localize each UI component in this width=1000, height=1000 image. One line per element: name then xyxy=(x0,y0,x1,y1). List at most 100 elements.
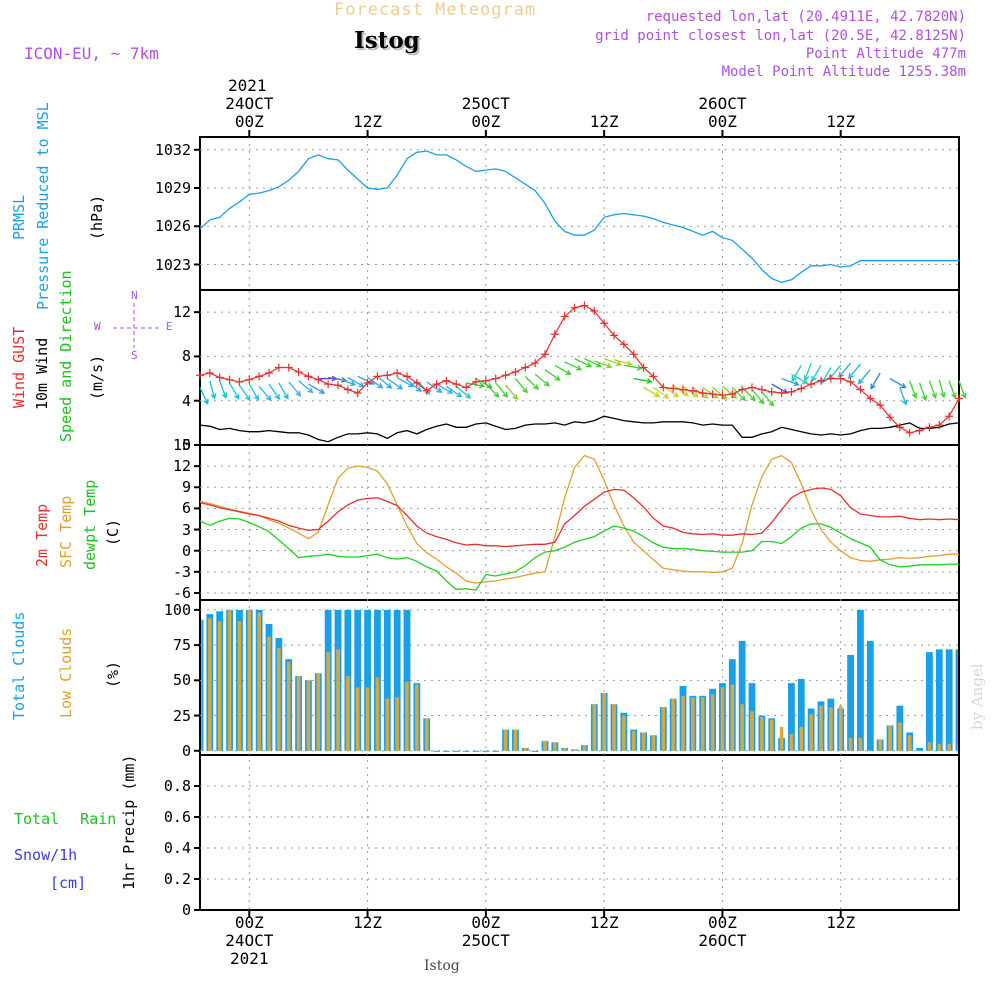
temp-label-2m: 2m Temp xyxy=(33,503,51,567)
gust-marker xyxy=(817,376,825,385)
gust-marker xyxy=(836,374,845,383)
gust-marker xyxy=(334,381,342,390)
y-tick-label: 1029 xyxy=(154,179,191,197)
low-cloud-bar xyxy=(247,609,252,751)
low-cloud-bar xyxy=(306,680,311,751)
wind-barb xyxy=(918,382,927,401)
low-cloud-bar xyxy=(829,707,833,751)
wind-barb-head xyxy=(654,391,661,398)
gust-marker xyxy=(679,385,687,394)
top-time-label: 12Z xyxy=(589,112,619,131)
wind-barb-head xyxy=(203,398,209,405)
top-time-label: 26OCT xyxy=(698,94,747,113)
low-cloud-bar xyxy=(286,662,291,751)
wind-barb xyxy=(633,377,652,383)
wind-barb-head xyxy=(244,394,251,402)
precip-label-rain: Total Rain xyxy=(14,810,117,828)
gust-marker xyxy=(196,371,204,380)
wind-barb xyxy=(948,380,956,398)
low-cloud-bar xyxy=(760,716,764,751)
wind-barb xyxy=(347,376,364,388)
low-cloud-bar xyxy=(888,725,892,751)
wind-barb-head xyxy=(740,395,746,402)
wind-barb xyxy=(858,369,871,384)
wind-barb xyxy=(386,378,403,390)
y-tick-label: 1032 xyxy=(154,140,191,159)
low-cloud-bar xyxy=(395,697,399,751)
gust-marker xyxy=(619,340,628,349)
wind-barb xyxy=(377,375,392,389)
wind-barb-head xyxy=(319,388,326,394)
low-cloud-bar xyxy=(612,704,616,751)
wind-barb-head xyxy=(340,376,348,383)
wind-barb xyxy=(899,387,907,405)
gust-marker xyxy=(915,426,924,435)
y-tick-label: 15 xyxy=(172,436,191,454)
wind-barb xyxy=(337,377,356,386)
wind-barb-head xyxy=(377,383,384,389)
total-cloud-bar xyxy=(847,654,854,751)
gust-marker xyxy=(935,421,944,430)
bottom-time-label: 24OCT xyxy=(225,931,274,950)
wind-barb xyxy=(761,391,774,407)
panel-frame-temp xyxy=(199,444,960,601)
low-cloud-bar xyxy=(947,743,951,751)
bottom-time-label: 00Z xyxy=(234,913,264,932)
wind-barb-head xyxy=(221,392,228,399)
bottom-time-label: 2021 xyxy=(230,949,269,968)
wind-barb xyxy=(258,385,272,401)
low-cloud-bar xyxy=(779,726,784,751)
wind-barb-head xyxy=(415,386,422,393)
wind-barb xyxy=(406,379,422,392)
gust-marker xyxy=(807,380,816,389)
wind-barb xyxy=(613,359,632,366)
wind-barb xyxy=(958,380,966,398)
low-cloud-bar xyxy=(405,681,409,751)
wind-barb-head xyxy=(901,399,908,406)
gust-marker xyxy=(708,390,717,399)
bottom-time-label: 12Z xyxy=(826,913,856,932)
pressure-label-prmsl: PRMSL xyxy=(10,194,28,240)
low-cloud-bar xyxy=(769,719,774,751)
total-cloud-bar xyxy=(866,640,874,751)
panel-frame-precip xyxy=(199,754,960,911)
gust-marker xyxy=(590,307,599,316)
wind-barb-head xyxy=(749,395,756,402)
y-tick-label: 0 xyxy=(181,901,191,919)
wind-barb-head xyxy=(465,392,472,399)
wind-barb-head xyxy=(447,388,454,394)
wind-barb-head xyxy=(626,360,633,367)
wind-barb xyxy=(838,362,852,378)
wind-barb-head xyxy=(233,393,240,400)
footer-station: Istog xyxy=(424,958,460,974)
temp-label-sfc: SFC Temp xyxy=(57,495,75,568)
gust-marker xyxy=(945,412,954,421)
low-cloud-bar xyxy=(513,729,518,751)
compass-s: S xyxy=(131,349,138,362)
compass-e: E xyxy=(166,320,173,333)
wind-barb-head xyxy=(646,378,653,384)
credit-watermark: by Angel xyxy=(968,663,986,730)
wind-barb xyxy=(938,379,945,398)
wind-barb xyxy=(653,386,669,399)
wind-barb-head xyxy=(533,384,539,391)
gust-marker xyxy=(797,384,806,393)
wind-barb xyxy=(298,380,313,393)
gust-marker xyxy=(403,372,411,381)
bottom-time-label: 12Z xyxy=(353,913,383,932)
wind-barb-head xyxy=(274,393,281,400)
pressure-unit: (hPa) xyxy=(88,194,106,240)
wind-barb-head xyxy=(931,392,937,399)
wind-barb-head xyxy=(960,392,967,399)
total-cloud-bar xyxy=(797,678,805,751)
wind-barb-head xyxy=(456,391,463,398)
wind-barb xyxy=(574,358,592,367)
gust-marker xyxy=(265,369,273,378)
wind-barb-head xyxy=(663,392,670,399)
wind-barb xyxy=(396,376,414,388)
gust-marker xyxy=(412,379,421,387)
wind-barb xyxy=(672,384,689,397)
gust-marker xyxy=(501,371,510,380)
sfc-temp-line xyxy=(199,454,959,584)
low-cloud-bar xyxy=(838,705,843,751)
